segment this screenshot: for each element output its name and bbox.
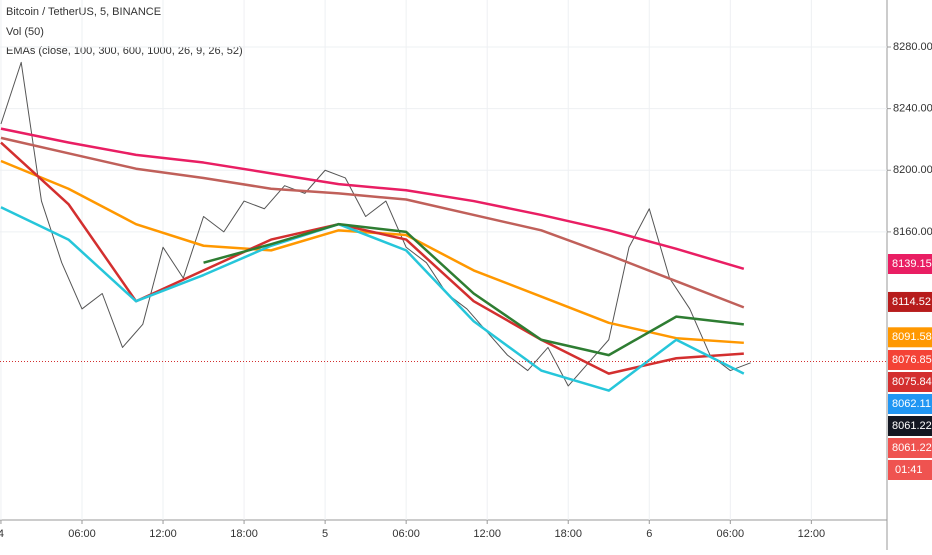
price-label: 8114.52 xyxy=(892,296,931,308)
price-label: 8061.22 xyxy=(892,442,932,454)
price-label: 8062.11 xyxy=(892,398,931,410)
y-tick-label: 8280.00 xyxy=(893,41,932,53)
indicator-label: Vol (50) xyxy=(6,26,44,38)
ema-line xyxy=(0,206,745,392)
countdown-box xyxy=(888,459,932,480)
y-tick-label: 8200.00 xyxy=(893,164,932,176)
price-label-box xyxy=(888,327,932,348)
price-label: 8091.58 xyxy=(892,331,932,343)
price-label-box xyxy=(888,371,932,392)
indicator-label: EMAs (close, 100, 300, 600, 1000, 26, 9,… xyxy=(6,45,243,57)
chart-title: Bitcoin / TetherUS, 5, BINANCE xyxy=(6,6,161,18)
x-tick-label: 12:00 xyxy=(149,528,177,540)
x-tick-label: 5 xyxy=(322,528,328,540)
ema-line xyxy=(0,141,744,375)
ema-line xyxy=(203,222,744,357)
x-tick-label: 12:00 xyxy=(473,528,501,540)
x-tick-label: 4 xyxy=(0,528,4,540)
countdown: 01:41 xyxy=(895,464,923,476)
x-tick-label: 18:00 xyxy=(554,528,582,540)
price-label-box xyxy=(888,291,932,312)
ema-line xyxy=(0,136,745,309)
x-tick-label: 06:00 xyxy=(68,528,96,540)
x-tick-label: 18:00 xyxy=(230,528,258,540)
price-label-box xyxy=(888,254,932,275)
x-tick-label: 6 xyxy=(646,528,652,540)
price-label-box xyxy=(888,349,932,370)
y-tick-label: 8240.00 xyxy=(893,103,932,115)
price-label-box xyxy=(888,415,932,436)
price-label: 8061.22 xyxy=(892,420,932,432)
price-label: 8075.84 xyxy=(892,376,932,388)
ema-line xyxy=(0,127,745,271)
price-label: 8076.85 xyxy=(892,354,932,366)
price-label-box xyxy=(888,393,932,414)
price-label: 8139.15 xyxy=(892,258,932,270)
x-tick-label: 06:00 xyxy=(717,528,745,540)
y-tick-label: 8160.00 xyxy=(893,226,932,238)
x-tick-label: 12:00 xyxy=(798,528,826,540)
x-tick-label: 06:00 xyxy=(392,528,420,540)
price-label-box xyxy=(888,437,932,458)
